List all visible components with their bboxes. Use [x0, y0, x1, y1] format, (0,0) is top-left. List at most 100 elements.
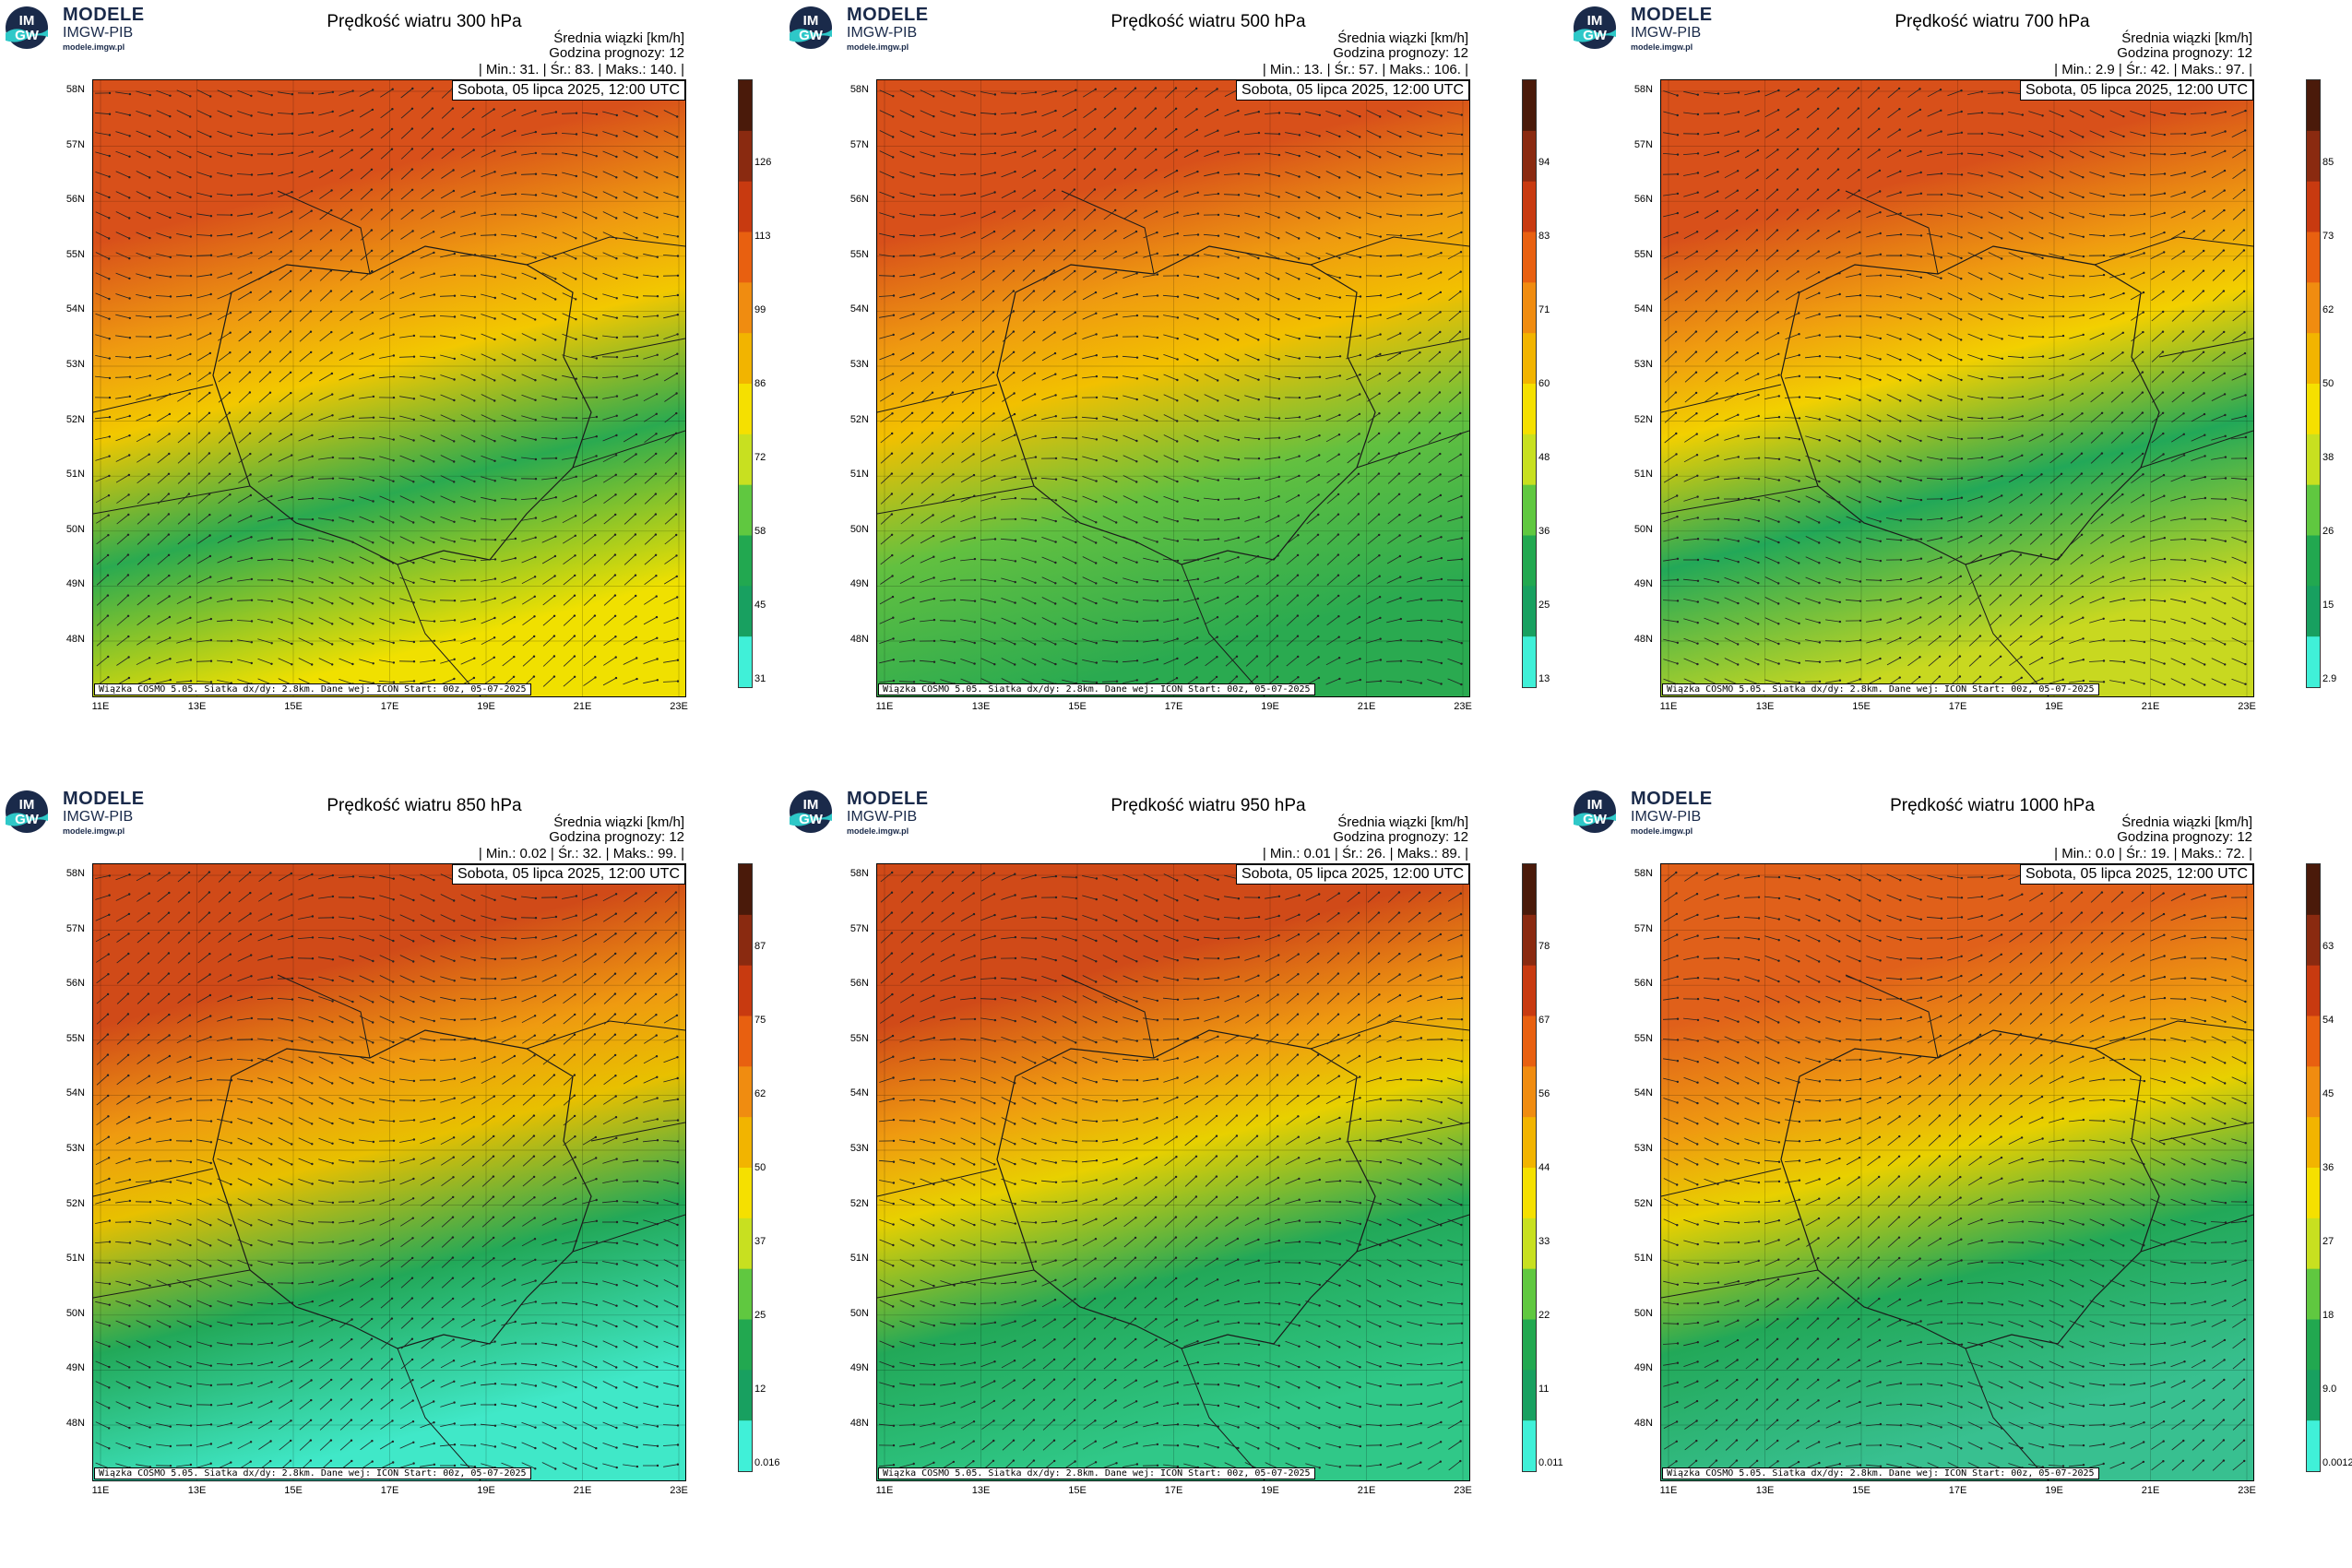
wind-map: Sobota, 05 lipca 2025, 12:00 UTC Wiązka C…	[876, 863, 1470, 1481]
logo-text-bottom: GW	[799, 812, 824, 827]
colorbar-label: 38	[2322, 452, 2334, 463]
imgw-logo: IM GW	[1572, 790, 1618, 834]
colorbar-label: 86	[754, 378, 766, 389]
brand-block: MODELE IMGW-PIB modele.imgw.pl	[1631, 6, 1713, 52]
panel-title: Prędkość wiatru 500 hPa	[1111, 12, 1306, 31]
info-block: Średnia wiązki [km/h] Godzina prognozy: …	[549, 815, 684, 845]
lat-label: 48N	[849, 634, 869, 645]
lon-label: 17E	[1164, 1485, 1183, 1496]
lat-label: 57N	[1633, 922, 1653, 934]
lat-label: 53N	[849, 359, 869, 370]
brand-block: MODELE IMGW-PIB modele.imgw.pl	[63, 6, 145, 52]
panel-title: Prędkość wiatru 700 hPa	[1895, 12, 2090, 31]
brand-block: MODELE IMGW-PIB modele.imgw.pl	[847, 790, 929, 836]
colorbar-label: 37	[754, 1236, 766, 1247]
lat-label: 57N	[65, 922, 85, 934]
colorbar-label: 83	[1538, 231, 1550, 242]
brand-block: MODELE IMGW-PIB modele.imgw.pl	[1631, 790, 1713, 836]
lat-label: 56N	[65, 978, 85, 990]
imgw-logo: IM GW	[788, 6, 834, 50]
colorbar-label: 73	[2322, 231, 2334, 242]
lat-label: 52N	[849, 413, 869, 425]
lat-label: 55N	[65, 1032, 85, 1044]
wind-map: Sobota, 05 lipca 2025, 12:00 UTC Wiązka C…	[1660, 79, 2254, 697]
colorbar-label: 113	[754, 231, 771, 242]
lon-label: 11E	[1659, 1485, 1678, 1496]
lat-label: 56N	[65, 194, 85, 206]
lat-label: 57N	[65, 138, 85, 150]
lat-label: 50N	[65, 1307, 85, 1319]
info-unit: Średnia wiązki [km/h]	[1337, 30, 1468, 46]
colorbar	[1522, 79, 1537, 688]
brand-url: modele.imgw.pl	[1631, 826, 1693, 836]
panel-title: Prędkość wiatru 850 hPa	[327, 796, 522, 815]
colorbar-label: 36	[1538, 526, 1550, 537]
brand-name: MODELE	[63, 789, 145, 809]
lon-label: 15E	[284, 1485, 303, 1496]
lat-label: 58N	[65, 84, 85, 95]
lat-label: 58N	[1633, 84, 1653, 95]
colorbar	[2306, 863, 2321, 1472]
lon-label: 21E	[573, 1485, 592, 1496]
colorbar-label: 58	[754, 526, 766, 537]
lat-label: 48N	[1633, 1418, 1653, 1429]
lat-label: 58N	[1633, 868, 1653, 879]
brand-org: IMGW-PIB	[847, 809, 918, 825]
lat-label: 52N	[65, 1197, 85, 1209]
logo-text-top: IM	[1587, 13, 1603, 29]
lat-label: 49N	[65, 1362, 85, 1374]
colorbar-label: 45	[754, 600, 766, 611]
lon-label: 23E	[670, 701, 688, 712]
colorbar-label: 72	[754, 452, 766, 463]
colorbar-label: 56	[1538, 1088, 1550, 1099]
colorbar-label: 0.011	[1538, 1457, 1563, 1468]
lon-label: 19E	[477, 701, 495, 712]
model-footer: Wiązka COSMO 5.05. Siatka dx/dy: 2.8km. …	[1662, 1467, 2099, 1479]
brand-org: IMGW-PIB	[1631, 25, 1702, 41]
lat-label: 51N	[1633, 1253, 1653, 1265]
lat-label: 54N	[65, 1087, 85, 1099]
valid-date: Sobota, 05 lipca 2025, 12:00 UTC	[1235, 864, 1469, 885]
brand-name: MODELE	[847, 789, 929, 809]
lat-label: 51N	[849, 1253, 869, 1265]
lon-label: 13E	[971, 1485, 991, 1496]
info-block: Średnia wiązki [km/h] Godzina prognozy: …	[2117, 31, 2252, 61]
info-block: Średnia wiązki [km/h] Godzina prognozy: …	[1333, 815, 1468, 845]
lon-label: 19E	[1261, 701, 1279, 712]
model-footer: Wiązka COSMO 5.05. Siatka dx/dy: 2.8km. …	[1662, 683, 2099, 695]
forecast-panel: IM GW MODELE IMGW-PIB modele.imgw.pl Pręd…	[1568, 0, 2352, 784]
wind-map: Sobota, 05 lipca 2025, 12:00 UTC Wiązka C…	[876, 79, 1470, 697]
info-forecast-hour: Godzina prognozy: 12	[1333, 45, 1468, 61]
colorbar-label: 22	[1538, 1310, 1550, 1321]
colorbar-label: 15	[2322, 600, 2334, 611]
info-block: Średnia wiązki [km/h] Godzina prognozy: …	[1333, 31, 1468, 61]
lat-label: 54N	[65, 303, 85, 315]
lat-label: 55N	[1633, 1032, 1653, 1044]
lon-label: 21E	[2141, 1485, 2160, 1496]
lat-label: 58N	[65, 868, 85, 879]
imgw-logo: IM GW	[4, 790, 50, 834]
lat-label: 57N	[1633, 138, 1653, 150]
lat-label: 53N	[1633, 359, 1653, 370]
colorbar-label: 25	[1538, 600, 1550, 611]
lon-label: 11E	[91, 701, 110, 712]
lat-label: 49N	[65, 578, 85, 590]
forecast-panel: IM GW MODELE IMGW-PIB modele.imgw.pl Pręd…	[0, 784, 784, 1568]
colorbar-label: 45	[2322, 1088, 2334, 1099]
colorbar-label: 71	[1538, 304, 1550, 315]
imgw-logo: IM GW	[1572, 6, 1618, 50]
colorbar-label: 18	[2322, 1310, 2334, 1321]
colorbar-label: 12	[754, 1384, 766, 1395]
logo-text-bottom: GW	[15, 28, 40, 43]
colorbar-label: 126	[754, 157, 772, 168]
colorbar-label: 31	[754, 673, 766, 684]
colorbar-label: 50	[754, 1162, 766, 1173]
colorbar-label: 54	[2322, 1015, 2334, 1026]
colorbar-label: 13	[1538, 673, 1550, 684]
colorbar-label: 60	[1538, 378, 1550, 389]
model-footer: Wiązka COSMO 5.05. Siatka dx/dy: 2.8km. …	[94, 683, 531, 695]
forecast-panel: IM GW MODELE IMGW-PIB modele.imgw.pl Pręd…	[1568, 784, 2352, 1568]
lat-label: 50N	[1633, 1307, 1653, 1319]
lat-label: 54N	[849, 1087, 869, 1099]
brand-name: MODELE	[63, 5, 145, 25]
